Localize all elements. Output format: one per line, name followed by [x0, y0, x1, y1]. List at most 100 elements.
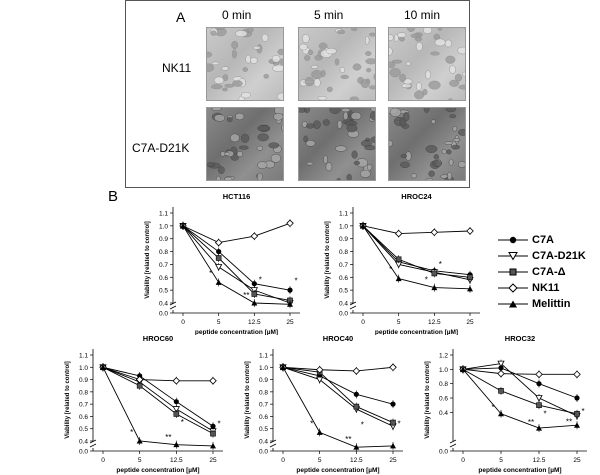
x-tick-label: 5 — [318, 457, 322, 464]
y-tick-label: 1.0 — [339, 223, 348, 230]
point-c7a — [251, 281, 257, 287]
point-c7a-d21k — [535, 395, 543, 402]
y-tick-label: 0.8 — [259, 389, 268, 396]
series-c7a-d21k — [279, 363, 397, 431]
point-c7a-delta — [395, 256, 402, 263]
x-tick-label: 25 — [286, 319, 294, 326]
x-axis-label: peptide concentration [µM] — [478, 467, 561, 474]
y-tick-label: 1.1 — [259, 353, 268, 360]
x-tick-label: 5 — [499, 457, 503, 464]
y-tick-label: 0.8 — [159, 249, 168, 256]
y-tick-label: 1.0 — [79, 365, 88, 372]
legend: C7A C7A-D21K C7A-Δ NK11 Melittin — [498, 232, 600, 312]
y-tick-label: 0.7 — [259, 402, 268, 409]
legend-label: C7A-D21K — [532, 250, 586, 262]
significance-mark: * — [361, 420, 364, 429]
point-melittin — [574, 422, 580, 428]
series-line — [102, 366, 213, 382]
point-c7a — [574, 395, 580, 401]
point-nk11 — [315, 365, 324, 374]
micrograph-c7a-d21k-10min — [388, 107, 466, 181]
legend-label: NK11 — [532, 282, 560, 294]
x-tick-label: 12.5 — [170, 457, 183, 464]
point-c7a-delta — [215, 255, 222, 261]
y-tick-label: 0.4 — [79, 439, 88, 446]
point-melittin — [251, 300, 258, 306]
x-axis-label: peptide concentration [µM] — [195, 329, 278, 335]
x-tick-label: 5 — [138, 457, 142, 464]
x-axis-label: peptide concentration [µM] — [116, 467, 199, 474]
point-nk11 — [135, 375, 144, 384]
x-tick-label: 12.5 — [350, 457, 363, 464]
x-tick-label: 0 — [281, 457, 285, 464]
point-c7a-delta — [467, 274, 473, 281]
axis-break-mark — [349, 305, 357, 310]
point-c7a — [536, 381, 542, 387]
x-tick-label: 12.5 — [248, 319, 261, 326]
y-tick-label: 0.6 — [259, 414, 268, 421]
significance-mark: * — [310, 419, 313, 428]
y-tick-label: 1.2 — [439, 353, 448, 360]
diamond-open-icon — [498, 283, 528, 293]
y-tick-label: 0.4 — [439, 410, 448, 417]
series-c7a- — [180, 221, 293, 305]
point-nk11 — [573, 370, 581, 379]
series-line — [362, 225, 471, 281]
col-label-1: 5 min — [314, 8, 344, 22]
row-label-0: NK11 — [162, 61, 192, 75]
series-c7a- — [100, 363, 216, 438]
point-melittin — [215, 279, 222, 285]
y-tick-label: 0.6 — [79, 414, 88, 421]
point-c7a — [210, 423, 216, 429]
point-c7a-delta — [536, 402, 542, 408]
y-tick-label: 0.6 — [339, 275, 348, 282]
chart-title: HROC24 — [401, 192, 432, 201]
x-tick-label: 25 — [466, 319, 474, 326]
series-line — [282, 366, 394, 427]
axis-break-mark — [349, 301, 357, 306]
y-tick-label: 0.7 — [79, 402, 88, 409]
significance-mark: * — [259, 275, 262, 284]
series-line — [362, 225, 471, 278]
point-c7a — [173, 399, 179, 405]
x-tick-label: 12.5 — [533, 457, 546, 464]
y-tick-label: 0.0 — [339, 311, 348, 318]
significance-mark: * — [491, 403, 494, 412]
significance-mark: * — [217, 419, 220, 428]
point-melittin — [180, 222, 186, 229]
series-line — [102, 367, 214, 447]
series-line — [182, 225, 291, 291]
series-melittin — [280, 363, 396, 452]
point-c7a-d21k — [497, 360, 505, 368]
series-line — [362, 225, 471, 235]
y-tick-label: 0.5 — [159, 288, 168, 295]
point-nk11 — [430, 228, 439, 237]
point-melittin — [210, 442, 216, 449]
significance-mark: * — [181, 418, 184, 427]
point-c7a-d21k — [315, 376, 324, 384]
point-melittin — [360, 222, 366, 229]
x-tick-label: 0 — [101, 457, 105, 464]
row-label-1: C7A-D21K — [132, 141, 190, 155]
y-axis-label: Viability [related to control] — [145, 221, 151, 299]
axis-break-mark — [449, 439, 457, 444]
y-tick-label: 1.0 — [259, 365, 268, 372]
x-tick-label: 5 — [217, 319, 221, 326]
point-c7a-delta — [173, 411, 180, 417]
point-nk11 — [214, 238, 223, 247]
point-c7a — [353, 391, 359, 397]
series-line — [102, 366, 214, 435]
significance-mark: * — [389, 265, 392, 274]
point-c7a-delta — [210, 430, 216, 437]
y-tick-label: 1.0 — [439, 367, 448, 374]
significance-mark: * — [294, 277, 297, 286]
legend-item-melittin: Melittin — [498, 296, 600, 312]
axis-break-mark — [89, 439, 97, 444]
series-line — [462, 363, 578, 417]
y-axis-label: Viability [related to control] — [65, 361, 71, 439]
y-tick-label: 0.9 — [339, 236, 348, 243]
col-label-0: 0 min — [222, 8, 252, 22]
legend-item-c7a-delta: C7A-Δ — [498, 264, 600, 280]
point-c7a-d21k — [172, 406, 181, 413]
triangle-up-filled-icon — [498, 300, 528, 308]
